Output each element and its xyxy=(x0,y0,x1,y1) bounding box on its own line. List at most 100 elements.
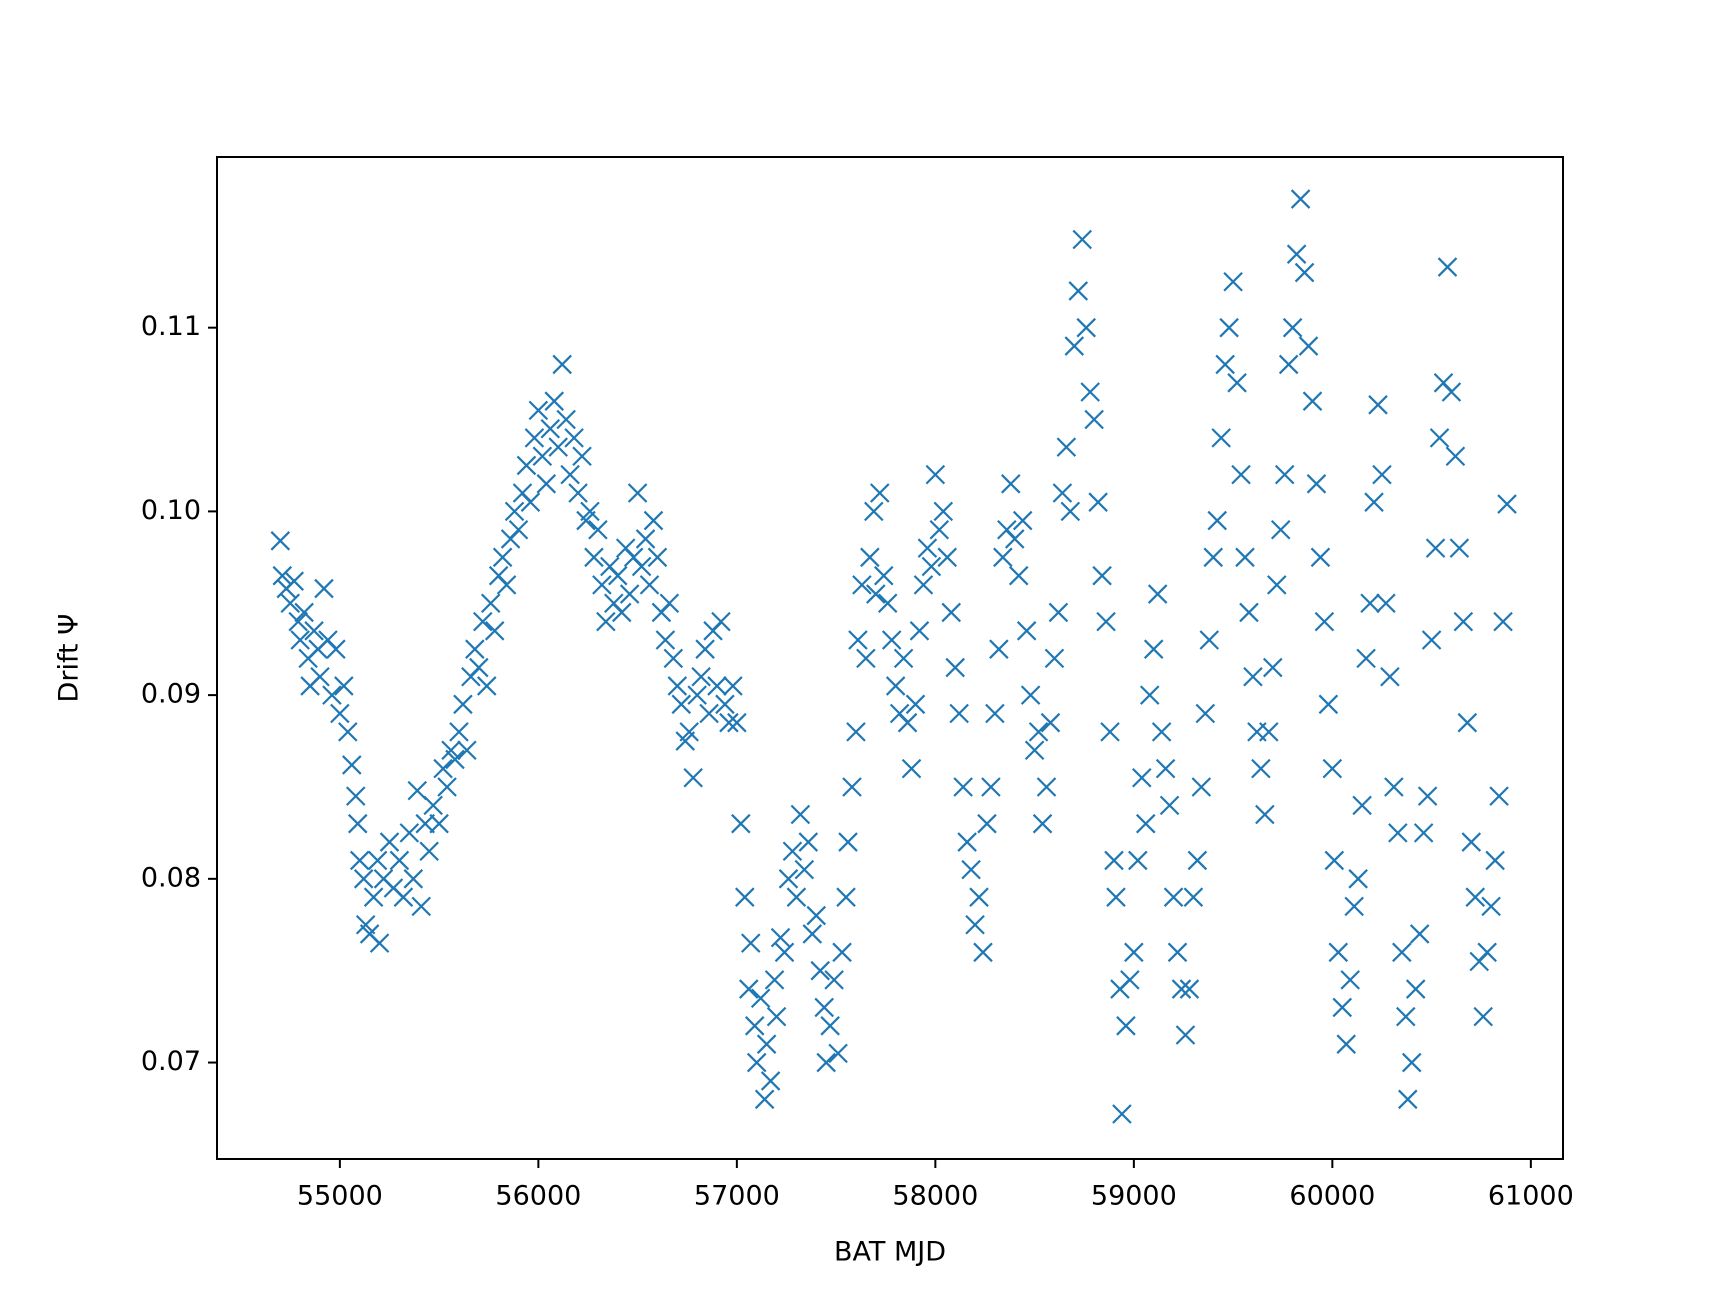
point xyxy=(1421,630,1442,650)
point xyxy=(1477,942,1497,963)
point xyxy=(310,666,330,687)
point xyxy=(786,887,807,907)
point xyxy=(782,841,803,862)
point xyxy=(856,648,876,669)
point xyxy=(1052,483,1073,503)
x-tick-label: 55000 xyxy=(297,1181,383,1212)
point xyxy=(810,960,831,981)
point xyxy=(659,593,680,614)
point xyxy=(1282,317,1303,338)
point xyxy=(473,611,493,632)
point xyxy=(1465,887,1486,907)
point xyxy=(627,483,648,503)
point xyxy=(933,501,954,522)
point xyxy=(1294,262,1315,283)
point xyxy=(1441,382,1462,402)
point xyxy=(1314,611,1335,632)
point xyxy=(828,1043,848,1064)
point xyxy=(1290,189,1311,209)
point xyxy=(492,547,513,568)
point xyxy=(1024,740,1045,761)
point xyxy=(1116,1016,1136,1036)
point xyxy=(679,722,699,742)
point xyxy=(294,602,314,623)
point xyxy=(719,712,739,733)
point xyxy=(457,740,477,761)
point xyxy=(663,648,684,669)
point xyxy=(754,1089,775,1110)
point xyxy=(1100,722,1120,742)
point xyxy=(842,777,862,797)
point xyxy=(449,722,469,742)
point xyxy=(484,621,505,641)
point xyxy=(580,501,600,522)
point xyxy=(727,712,747,733)
point xyxy=(1396,1006,1416,1027)
point xyxy=(588,519,608,540)
point xyxy=(1324,850,1345,871)
point xyxy=(965,914,985,935)
point xyxy=(1497,494,1517,514)
point xyxy=(1348,869,1368,889)
x-tick-label: 59000 xyxy=(1091,1181,1177,1212)
point xyxy=(1336,1034,1357,1054)
y-tick-label: 0.10 xyxy=(141,495,201,526)
point xyxy=(453,694,473,715)
point xyxy=(969,887,989,907)
point xyxy=(695,639,715,659)
point xyxy=(270,531,291,551)
point xyxy=(1417,786,1438,806)
point xyxy=(363,887,384,907)
point xyxy=(1380,666,1400,687)
point xyxy=(1384,777,1404,797)
point xyxy=(1259,722,1279,742)
x-axis-label: BAT MJD xyxy=(834,1237,946,1268)
point xyxy=(909,621,930,641)
point xyxy=(631,556,652,577)
point xyxy=(1207,510,1227,531)
point xyxy=(1060,501,1081,522)
point xyxy=(1076,317,1096,338)
point xyxy=(873,565,894,586)
point xyxy=(1084,409,1104,430)
point xyxy=(1032,813,1053,834)
point xyxy=(901,758,922,779)
point xyxy=(314,578,334,599)
point xyxy=(1266,575,1287,595)
point xyxy=(671,694,692,715)
point xyxy=(852,575,872,595)
point xyxy=(832,942,852,963)
point xyxy=(338,722,358,742)
point xyxy=(480,593,501,614)
point xyxy=(369,933,390,953)
point xyxy=(415,813,435,834)
point xyxy=(1203,547,1224,568)
point xyxy=(1388,823,1408,843)
point xyxy=(1155,758,1176,779)
point xyxy=(345,786,366,806)
point xyxy=(1183,887,1204,907)
point xyxy=(1243,666,1263,687)
point xyxy=(973,942,993,963)
point xyxy=(476,676,497,696)
point xyxy=(1106,887,1126,907)
point xyxy=(639,575,660,595)
point xyxy=(423,795,443,816)
point xyxy=(1092,565,1112,586)
point xyxy=(564,428,584,448)
point xyxy=(802,924,823,944)
point xyxy=(1048,602,1069,623)
point xyxy=(941,602,962,623)
point xyxy=(917,538,938,558)
point xyxy=(905,694,926,715)
point xyxy=(1437,257,1458,277)
point xyxy=(1235,547,1255,568)
point xyxy=(1322,758,1343,779)
point xyxy=(1064,336,1085,356)
point xyxy=(836,887,856,907)
point xyxy=(1286,244,1307,264)
point xyxy=(1368,395,1388,415)
point xyxy=(280,593,301,614)
point xyxy=(1485,850,1505,871)
point xyxy=(334,676,354,696)
